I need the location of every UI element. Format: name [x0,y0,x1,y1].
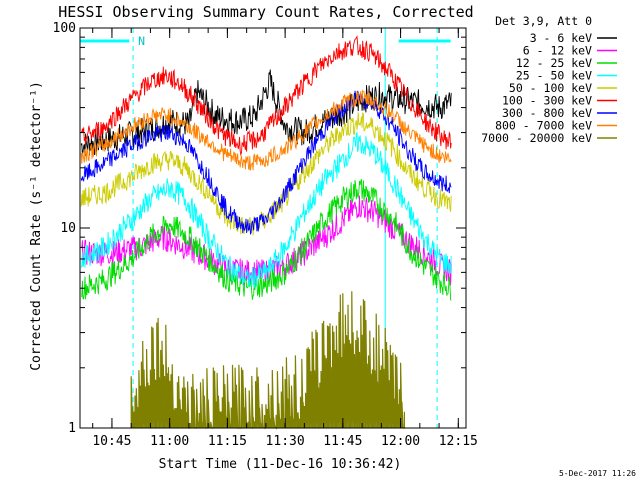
plot-area: N [80,28,452,430]
series-line-3-6-kev [80,69,452,157]
legend-label: 12 - 25 keV [516,56,592,70]
series-line-100-300-kev [80,35,452,157]
x-tick-label: 11:15 [208,434,247,449]
flag-label: N [138,34,145,48]
legend-label: 800 - 7000 keV [495,119,592,133]
legend-label: 7000 - 20000 keV [481,131,592,145]
y-tick-label: 100 [53,21,76,36]
series-line-800-7000-kev [80,89,452,171]
timestamp-label: 5-Dec-2017 11:26 [559,469,636,478]
x-tick-label: 12:15 [439,434,478,449]
legend-label: 50 - 100 keV [509,81,592,95]
y-tick-label: 10 [60,221,76,236]
x-tick-label: 11:30 [266,434,305,449]
legend-label: 3 - 6 keV [530,31,592,45]
x-axis-label: Start Time (11-Dec-16 10:36:42) [159,457,402,472]
x-tick-label: 11:45 [323,434,362,449]
legend-label: 6 - 12 keV [523,44,592,58]
series-line-50-100-kev [80,112,452,236]
chart-title: HESSI Observing Summary Count Rates, Cor… [58,3,473,21]
series-line-12-25-kev [80,178,452,301]
series-line-300-800-kev [80,90,452,235]
x-tick-label: 10:45 [92,434,131,449]
legend-header: Det 3,9, Att 0 [495,14,592,28]
x-tick-label: 12:00 [381,434,420,449]
y-axis-label: Corrected Count Rate (s⁻¹ detector⁻¹) [29,81,44,371]
x-tick-label: 11:00 [150,434,189,449]
axes: 1 10 100 10:45 11:00 11:15 11:30 11:45 12:00 12:1… [53,21,478,449]
y-tick-label: 1 [68,421,76,436]
legend-label: 25 - 50 keV [516,69,592,83]
series-line-7000-20000-kev [130,291,405,430]
legend-label: 300 - 800 keV [502,106,592,120]
series-line-25-50-kev [80,131,452,289]
legend-label: 100 - 300 keV [502,94,592,108]
